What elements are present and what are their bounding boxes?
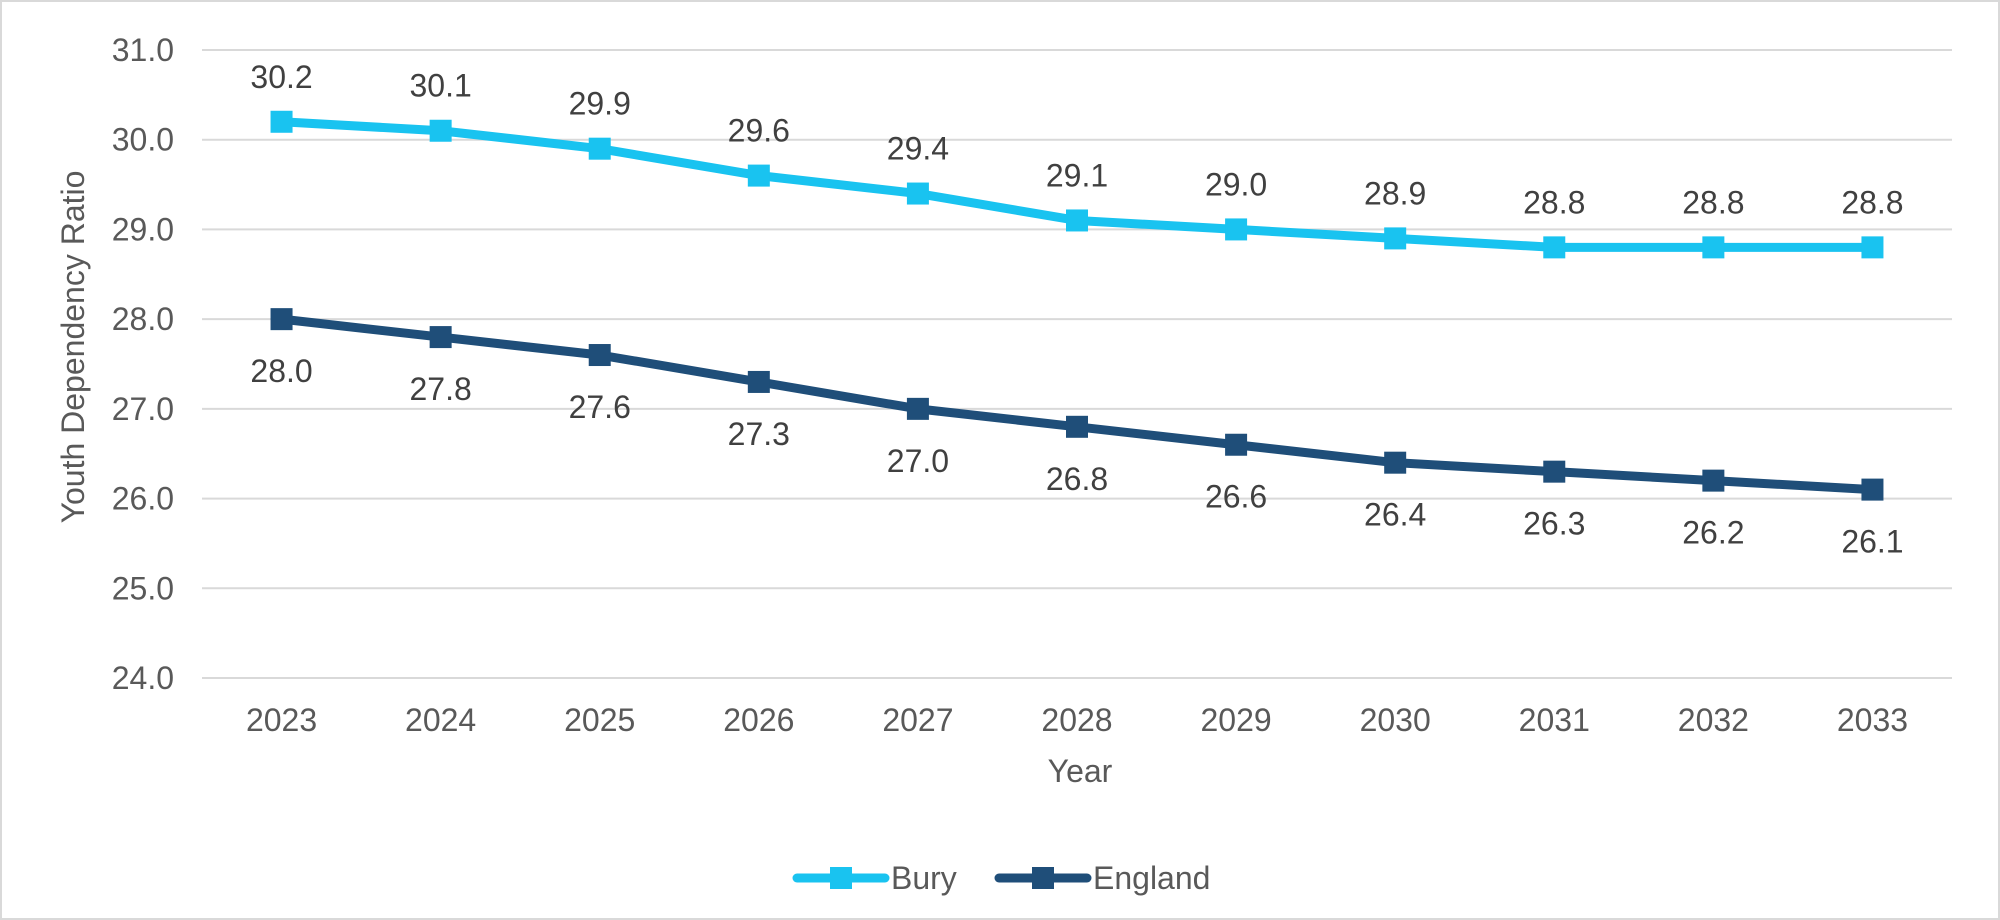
england-data-point [1861,478,1884,501]
x-tick-label: 2029 [1200,702,1271,738]
y-tick-label: 24.0 [112,660,174,696]
england-data-label: 26.1 [1841,524,1903,560]
y-tick-label: 28.0 [112,301,174,337]
gridlines [202,49,1952,679]
england-data-point [1066,415,1088,438]
england-data-point [1225,433,1248,456]
x-tick-label: 2027 [882,702,953,738]
x-tick-label: 2032 [1678,702,1749,738]
bury-data-point [1543,236,1566,259]
bury-data-label: 28.8 [1523,184,1585,220]
legend-item-england[interactable]: England [994,860,1210,896]
england-data-label: 26.2 [1682,515,1744,551]
x-tick-label: 2024 [405,702,476,738]
england-data-label: 27.8 [409,371,471,407]
y-axis-title: Youth Dependency Ratio [55,171,91,524]
x-tick-label: 2028 [1041,702,1112,738]
bury-data-point [1861,236,1884,259]
bury-data-point [1225,218,1248,241]
bury-data-label: 28.9 [1364,175,1426,211]
x-tick-label: 2026 [723,702,794,738]
y-tick-label: 29.0 [112,211,174,247]
bury-data-label: 29.4 [887,131,949,167]
series-layer [270,110,1884,501]
x-tick-label: 2031 [1519,702,1590,738]
x-axis-tick-labels: 2023 2024 2025 2026 2027 2028 2029 2030 2031 2032… [246,702,1908,738]
bury-data-label: 30.2 [250,59,312,95]
y-tick-label: 31.0 [112,32,174,68]
bury-data-label: 29.6 [728,113,790,149]
y-axis-tick-labels: 24.0 25.0 26.0 27.0 28.0 29.0 30.0 31.0 [112,32,174,696]
legend-item-bury[interactable]: Bury [792,860,957,896]
x-tick-label: 2030 [1360,702,1431,738]
england-data-point [1384,451,1407,474]
england-data-point [1702,469,1725,492]
y-tick-label: 25.0 [112,570,174,606]
bury-data-point [588,137,611,160]
bury-data-point [747,164,770,187]
legend-swatch-marker [830,867,852,889]
england-data-label: 26.8 [1046,461,1108,497]
england-data-point [429,326,452,349]
england-data-label: 28.0 [250,353,312,389]
x-tick-label: 2025 [564,702,635,738]
bury-data-point [429,119,452,142]
legend-label: Bury [891,860,957,896]
england-data-label: 26.4 [1364,497,1426,533]
legend-swatch-marker [1032,867,1054,889]
x-tick-label: 2033 [1837,702,1908,738]
x-tick-label: 2023 [246,702,317,738]
bury-data-point [1384,227,1407,250]
england-data-point [270,308,293,331]
bury-data-label: 30.1 [409,68,471,104]
legend[interactable]: Bury England [792,860,1210,896]
bury-data-label: 29.0 [1205,166,1267,202]
england-data-label: 27.0 [887,443,949,479]
legend-label: England [1093,860,1210,896]
bury-data-point [1066,209,1088,232]
england-data-point [588,344,611,367]
england-data-label: 27.6 [569,389,631,425]
bury-data-point [270,110,293,133]
bury-data-label: 28.8 [1682,184,1744,220]
bury-data-label: 28.8 [1841,184,1903,220]
y-tick-label: 27.0 [112,391,174,427]
england-data-point [747,370,770,393]
england-data-point [1543,460,1566,483]
y-tick-label: 30.0 [112,122,174,158]
bury-data-point [1702,236,1725,259]
data-labels: 30.2 30.1 29.9 29.6 29.4 29.1 29.0 28.9 28.8 28.8… [250,59,1903,560]
england-data-label: 26.6 [1205,479,1267,515]
england-data-label: 26.3 [1523,506,1585,542]
x-axis-title: Year [1048,753,1113,789]
y-tick-label: 26.0 [112,481,174,517]
england-data-label: 27.3 [728,416,790,452]
bury-data-label: 29.1 [1046,157,1108,193]
england-data-point [906,397,929,420]
bury-data-label: 29.9 [569,86,631,122]
bury-data-point [906,182,929,205]
